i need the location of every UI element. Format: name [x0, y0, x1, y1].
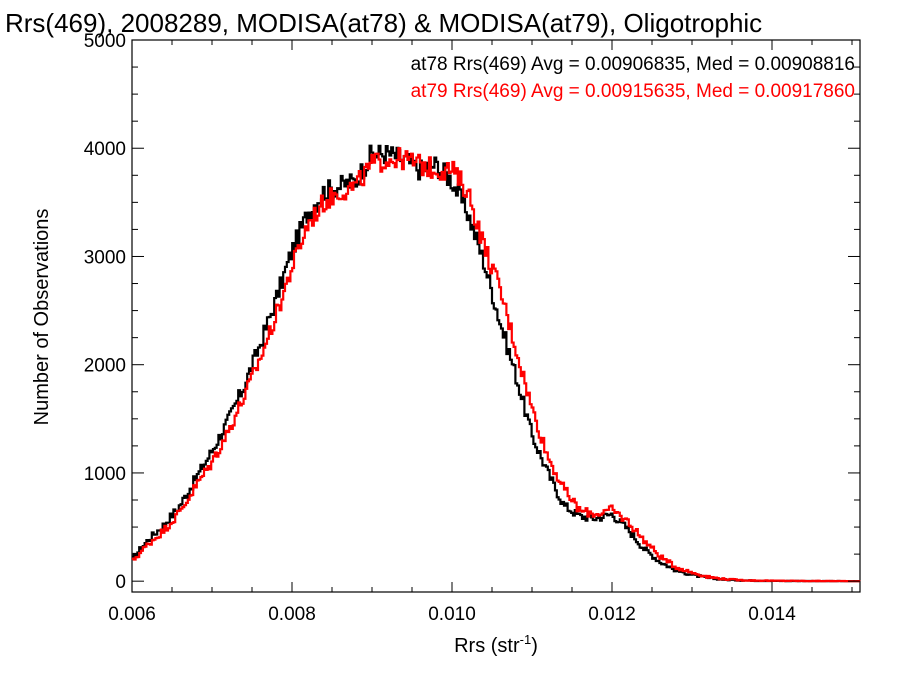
y-tick-label: 4000	[84, 139, 126, 160]
x-axis-label-main: Rrs (str	[454, 635, 520, 657]
plot-frame	[131, 39, 861, 593]
y-tick-label: 2000	[84, 356, 126, 377]
x-tick-label: 0.014	[748, 604, 796, 625]
annotation-at78: at78 Rrs(469) Avg = 0.00906835, Med = 0.…	[411, 54, 855, 75]
x-axis: 0.006 0.008 0.010 0.012 0.014	[108, 40, 853, 625]
chart-title: Rrs(469), 2008289, MODISA(at78) & MODISA…	[5, 8, 762, 38]
series-line-at78	[132, 144, 860, 583]
plot-border	[131, 39, 861, 593]
y-tick-label: 0	[115, 572, 126, 593]
y-tick-label: 3000	[84, 247, 126, 268]
x-axis-label-close: )	[531, 635, 538, 657]
x-tick-label: 0.008	[268, 604, 316, 625]
series-layer	[132, 144, 861, 583]
y-axis-label: Number of Observations	[31, 209, 53, 426]
x-tick-label: 0.010	[428, 604, 476, 625]
annotation-at79: at79 Rrs(469) Avg = 0.00915635, Med = 0.…	[411, 81, 855, 102]
x-axis-label: Rrs (str-1)	[454, 632, 538, 657]
x-axis-label-superscript: -1	[520, 632, 532, 647]
y-tick-label: 5000	[84, 31, 126, 52]
x-tick-label: 0.012	[588, 604, 636, 625]
y-tick-label: 1000	[84, 464, 126, 485]
y-axis: 0 1000 2000 3000 4000 5000	[84, 31, 860, 593]
series-line-at79	[132, 147, 861, 583]
x-tick-label: 0.006	[108, 604, 156, 625]
